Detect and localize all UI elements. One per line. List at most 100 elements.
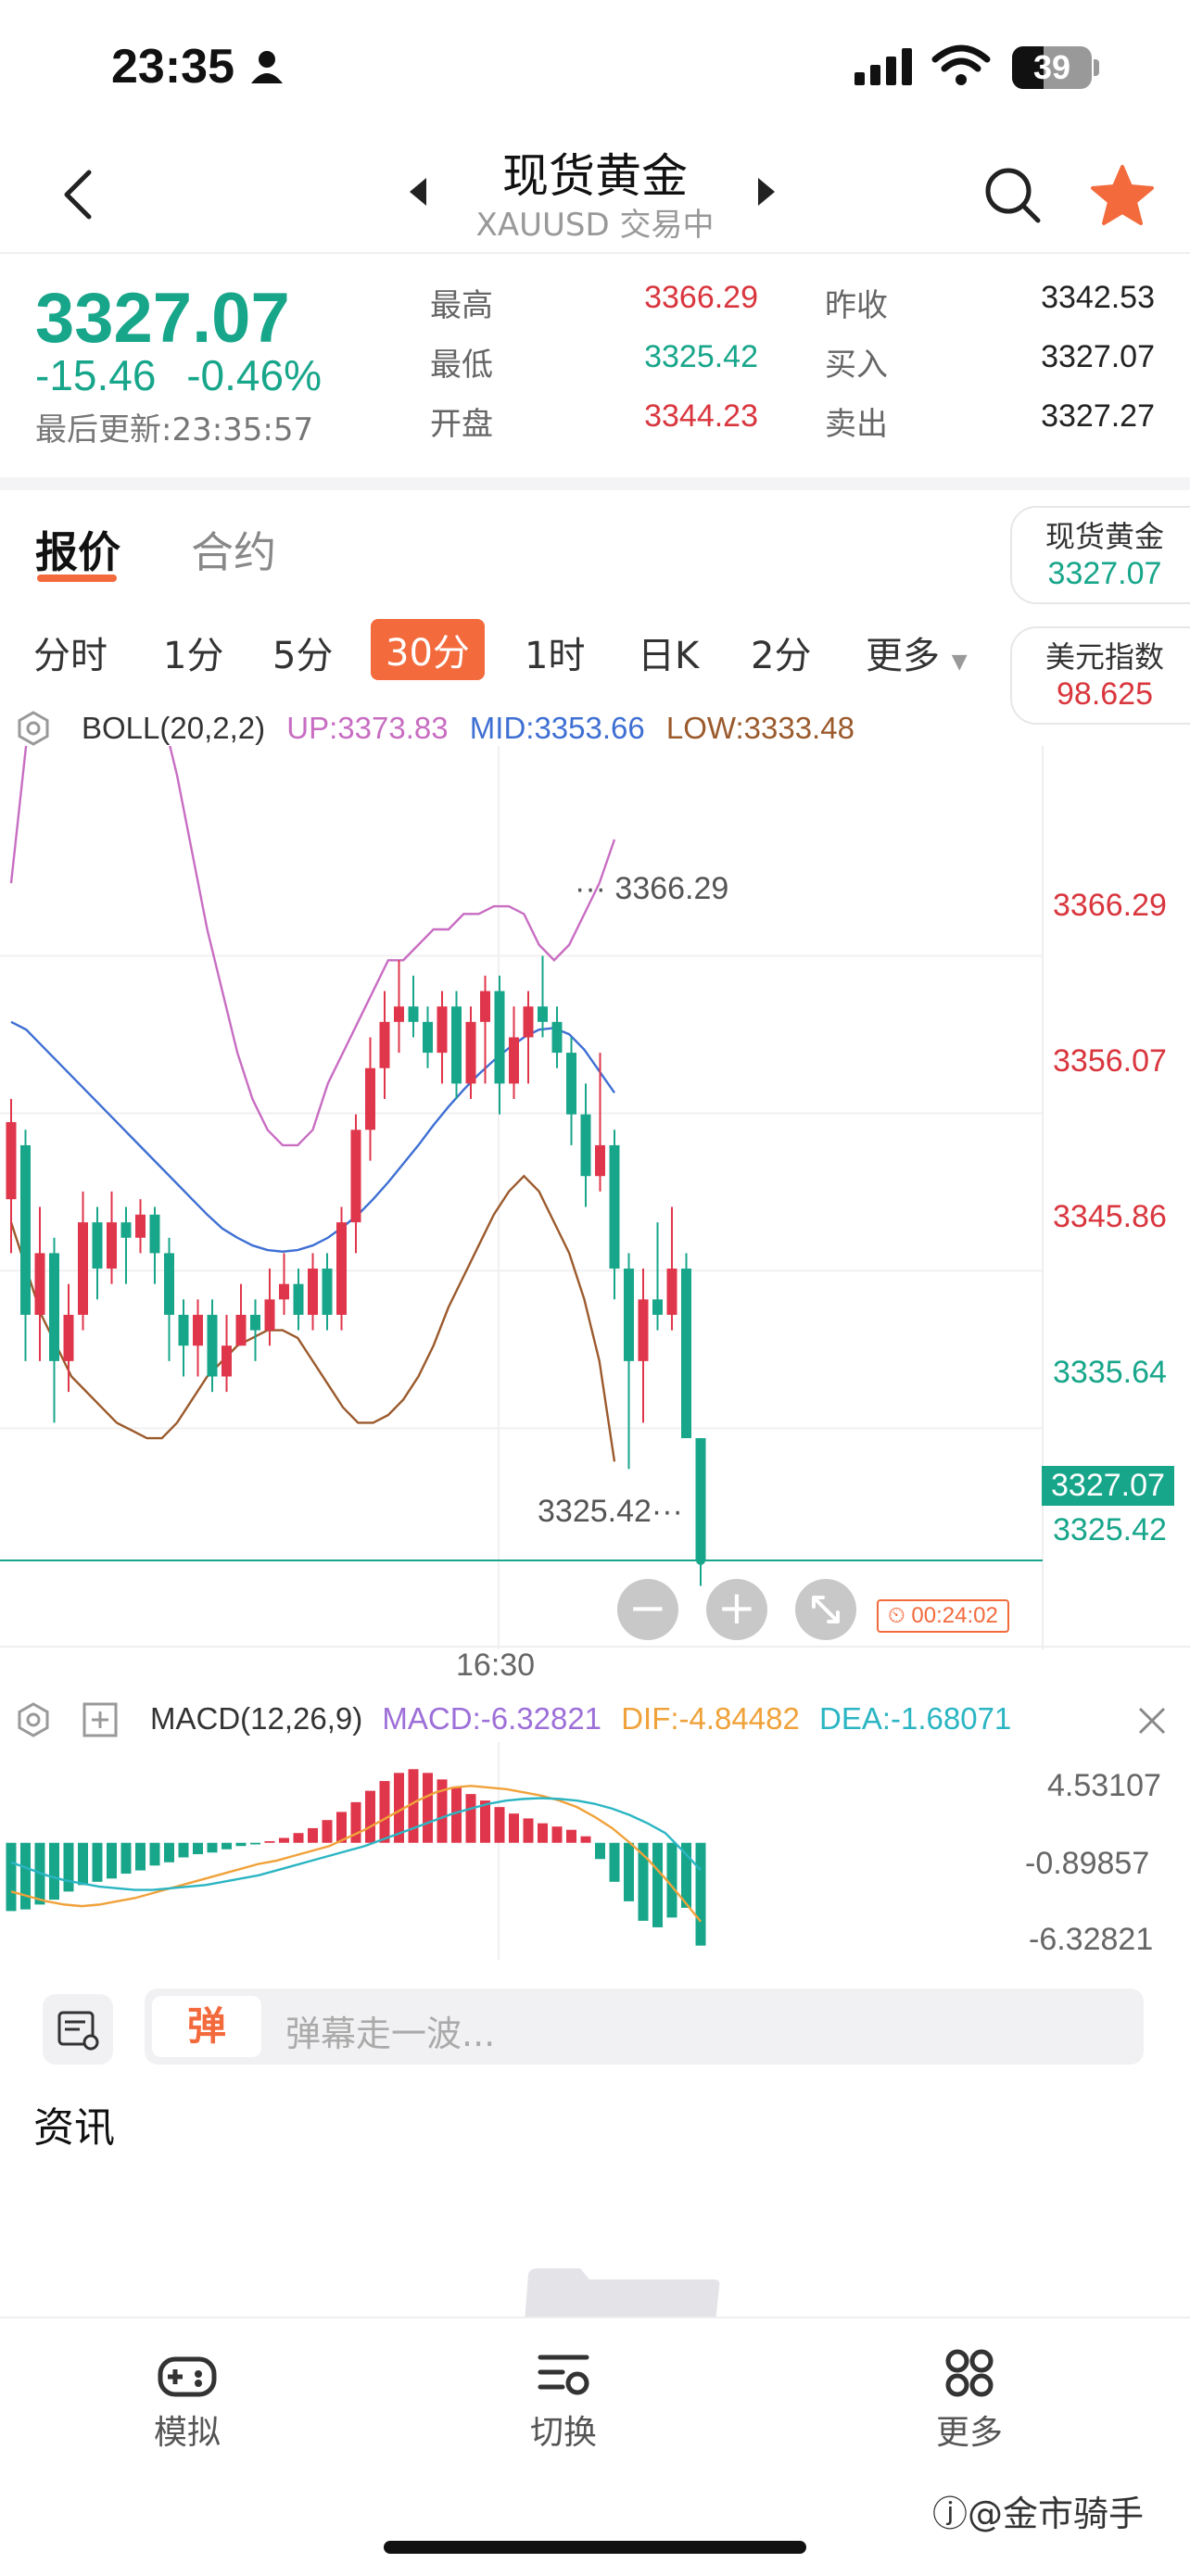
macd-bar [164,1842,174,1863]
macd-bar [235,1842,247,1847]
macd-value: MACD:-6.32821 [382,1701,602,1736]
bottom-nav: 模拟 切换 更多 ⓙ@金市骑手 [0,2317,1190,2576]
chat-settings-button[interactable] [43,1994,113,2065]
candle-body [222,1345,232,1377]
y-label-4: 3335.64 [1053,1355,1167,1390]
candle-body [465,1021,476,1084]
back-icon[interactable] [59,167,96,222]
macd-bar [207,1842,218,1853]
macd-bar [63,1842,74,1892]
candle-body [350,1130,361,1223]
macd-bar [92,1842,103,1882]
bid-value: 3327.07 [1041,339,1155,374]
candle-body [566,1053,576,1115]
nav-simulate[interactable]: 模拟 [143,2346,232,2454]
gamepad-icon [158,2356,217,2397]
side-card-gold-value: 3327.07 [1047,556,1162,591]
macd-bar [695,1842,706,1946]
price-change: -15.46 -0.46% [35,350,322,400]
next-symbol-icon[interactable] [754,176,777,208]
tab-quote[interactable]: 报价 [35,527,120,577]
macd-settings-icon[interactable] [15,1701,52,1738]
boll-low-line [9,1174,616,1462]
chat-placeholder: 弹幕走一波... [285,2014,496,2054]
tf-2m[interactable]: 2分 [751,635,812,677]
favorite-star-icon[interactable] [1090,163,1155,228]
side-card-gold[interactable]: 现货黄金 3327.07 [1010,506,1190,604]
open-label: 开盘 [430,406,493,443]
candle-body [394,1006,404,1022]
current-price-tag: 3327.07 [1042,1466,1174,1506]
candle-body [63,1314,74,1361]
macd-bar [322,1820,333,1843]
expand-icon [812,1596,840,1623]
person-icon [251,51,283,83]
macd-label: MACD(12,26,9) [150,1701,363,1736]
macd-bar [365,1790,375,1843]
countdown-value: 00:24:02 [911,1603,998,1628]
high-marker-value: 3366.29 [614,871,729,906]
watermark: ⓙ@金市骑手 [932,2485,1144,2536]
fullscreen-button[interactable] [795,1579,856,1640]
tf-5m[interactable]: 5分 [272,635,334,677]
zoom-in-button[interactable]: + [706,1579,767,1640]
macd-bar [250,1842,260,1845]
nav-switch[interactable]: 切换 [519,2346,608,2454]
macd-bar [279,1837,289,1843]
macd-bar [509,1813,519,1843]
candle-body [681,1269,691,1439]
boll-mid-line [10,1020,615,1253]
tf-daily[interactable]: 日K [638,635,700,677]
candle-body [509,1037,519,1084]
tf-1h[interactable]: 1时 [525,635,586,677]
low-marker-dots: ··· [651,1494,683,1529]
candle-body [308,1269,318,1315]
tf-30m[interactable]: 30分 [371,619,485,680]
candle-body [193,1314,203,1346]
status-bar: 23:35 39 [0,0,1190,130]
macd-bar [49,1842,59,1900]
tf-more-label: 更多 [866,635,940,677]
macd-bar [178,1842,189,1858]
candle-body [480,991,490,1022]
ask-label: 卖出 [825,406,888,443]
tf-more[interactable]: 更多 ▼ [866,625,968,679]
ask-value: 3327.27 [1041,398,1155,434]
macd-bar [20,1842,31,1910]
macd-bar [551,1826,563,1843]
page-subtitle: XAUUSD 交易中 [475,207,715,244]
close-icon[interactable] [1136,1705,1168,1736]
add-indicator-icon[interactable] [82,1701,119,1738]
candle-body [207,1314,218,1377]
tab-contract[interactable]: 合约 [191,527,276,577]
candlestick-chart[interactable] [0,746,1190,1649]
candle-body [107,1222,117,1269]
candle-body [293,1283,304,1315]
side-card-gold-name: 现货黄金 [1044,519,1164,554]
nav-switch-label: 切换 [529,2414,597,2452]
candle-body [92,1222,103,1269]
change-percent: -0.46% [186,351,322,399]
wifi-icon [931,44,991,85]
settings-hex-icon[interactable] [15,710,52,747]
search-icon[interactable] [982,165,1044,226]
chat-input[interactable]: 弹 弹幕走一波... [145,1989,1144,2065]
macd-chart [6,1742,706,1960]
nav-more[interactable]: 更多 [925,2346,1014,2454]
macd-bar [480,1800,490,1843]
macd-bar [308,1827,318,1843]
nav-simulate-label: 模拟 [153,2414,221,2452]
macd-bar [465,1794,476,1843]
battery-level: 39 [1032,48,1071,86]
macd-bar [423,1773,433,1843]
macd-bar [107,1842,117,1879]
tf-1m[interactable]: 1分 [163,635,224,677]
side-card-usd-index[interactable]: 美元指数 98.625 [1010,626,1190,725]
low-label: 最低 [430,347,493,384]
prev-symbol-icon[interactable] [408,176,430,208]
tf-time-share[interactable]: 分时 [33,635,108,677]
macd-bar [379,1781,390,1843]
zoom-out-button[interactable]: − [617,1579,678,1640]
prev-close-value: 3342.53 [1041,280,1155,315]
macd-bar [681,1842,691,1908]
